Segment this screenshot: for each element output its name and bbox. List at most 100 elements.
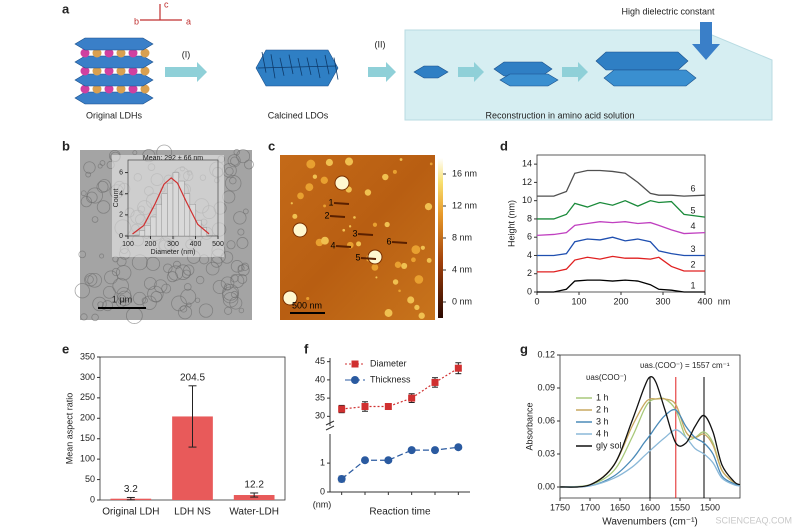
flake bbox=[282, 290, 298, 306]
marker bbox=[361, 456, 369, 465]
particle bbox=[163, 263, 173, 273]
ion bbox=[140, 84, 150, 94]
x-axis-label: Wavenumbers (cm⁻¹) bbox=[602, 517, 697, 528]
flake bbox=[411, 257, 416, 263]
particle bbox=[237, 264, 250, 277]
particle bbox=[237, 228, 245, 236]
particle bbox=[91, 216, 99, 223]
y-tick-label: 100 bbox=[80, 454, 95, 464]
y-tick-label: 350 bbox=[80, 351, 95, 361]
histogram-bar bbox=[161, 193, 168, 237]
particle bbox=[198, 303, 214, 318]
x-tick-label: 300 bbox=[655, 296, 670, 306]
ion bbox=[104, 48, 114, 58]
y-tick-label: 2 bbox=[527, 268, 532, 278]
flake-label: 2 bbox=[324, 210, 329, 220]
particle bbox=[195, 275, 205, 285]
ion bbox=[92, 84, 102, 94]
marker bbox=[408, 394, 416, 402]
flake bbox=[392, 169, 397, 174]
watermark: SCIENCEAQ.COM bbox=[715, 515, 792, 525]
particle bbox=[242, 208, 249, 215]
particle bbox=[102, 300, 114, 312]
flake bbox=[384, 221, 390, 228]
y-tick-label: 6 bbox=[527, 232, 532, 242]
axis-break bbox=[325, 425, 335, 431]
colorbar-label: 12 nm bbox=[452, 200, 477, 210]
ion bbox=[140, 48, 150, 58]
y-tick-label: 0 bbox=[90, 494, 95, 504]
crack bbox=[261, 51, 267, 73]
x-axis-label: nm bbox=[718, 296, 731, 306]
flake bbox=[290, 202, 293, 205]
ion bbox=[92, 66, 102, 76]
plate bbox=[413, 65, 449, 79]
line-label: 1 bbox=[690, 280, 695, 290]
process-arrow bbox=[165, 62, 207, 82]
y-tick-label: 0.06 bbox=[537, 415, 555, 425]
particle bbox=[240, 262, 250, 271]
annotation: Mean: 292 ± 66 nm bbox=[143, 155, 203, 162]
process-arrow bbox=[562, 62, 588, 82]
particle bbox=[104, 270, 118, 285]
flake bbox=[375, 276, 378, 279]
series-line bbox=[341, 446, 459, 480]
flake bbox=[348, 225, 352, 228]
particle bbox=[96, 200, 111, 214]
y-tick-label: 0.03 bbox=[537, 448, 555, 458]
histogram-bar bbox=[167, 182, 174, 237]
crack bbox=[257, 65, 337, 69]
particle bbox=[238, 307, 245, 314]
y-tick-label: 45 bbox=[315, 356, 325, 366]
particle bbox=[171, 295, 187, 312]
particle bbox=[78, 250, 87, 259]
profile-line bbox=[537, 169, 706, 197]
legend-label: 3 h bbox=[596, 416, 609, 426]
y-axis-label: (nm) bbox=[313, 499, 332, 509]
y-tick-label: 0 bbox=[119, 233, 123, 240]
flake-edge bbox=[360, 257, 377, 260]
ion bbox=[140, 66, 150, 76]
flake-label: 4 bbox=[330, 240, 335, 250]
particle bbox=[205, 261, 220, 276]
histogram-bar bbox=[150, 216, 157, 237]
ion bbox=[128, 48, 138, 58]
particle bbox=[111, 267, 121, 277]
flake bbox=[320, 176, 328, 184]
flake bbox=[306, 296, 310, 301]
flake bbox=[364, 189, 372, 196]
value-label: 3.2 bbox=[124, 484, 138, 495]
particle bbox=[180, 288, 197, 305]
x-tick-label: 100 bbox=[122, 241, 134, 248]
crack bbox=[315, 58, 321, 79]
y-tick-label: 4 bbox=[119, 191, 123, 198]
y-tick-label: 1 bbox=[320, 457, 325, 467]
flake bbox=[429, 162, 433, 166]
histogram-bar bbox=[189, 204, 196, 237]
y-tick-label: 14 bbox=[522, 159, 532, 169]
colorbar-label: 16 nm bbox=[452, 168, 477, 178]
panel-label: d bbox=[500, 138, 508, 153]
crack bbox=[306, 57, 312, 76]
spectrum bbox=[559, 376, 741, 488]
particle bbox=[237, 274, 248, 284]
flake bbox=[411, 245, 421, 255]
x-tick-label: 500 bbox=[212, 241, 224, 248]
colorbar-label: 0 nm bbox=[452, 296, 472, 306]
plate bbox=[499, 73, 559, 87]
flake bbox=[334, 175, 350, 191]
particle bbox=[96, 180, 109, 193]
flake bbox=[367, 249, 383, 265]
particle bbox=[220, 251, 234, 264]
annotation: υas.(COO⁻) = 1557 cm⁻¹ bbox=[640, 361, 730, 370]
flake-label: 3 bbox=[352, 228, 357, 238]
marker bbox=[361, 403, 369, 411]
particle bbox=[80, 190, 87, 197]
histogram-bar bbox=[178, 180, 185, 237]
particle bbox=[85, 171, 92, 178]
ion bbox=[116, 84, 126, 94]
y-tick-label: 0 bbox=[527, 286, 532, 296]
particle bbox=[222, 292, 239, 308]
profile-line bbox=[537, 255, 705, 273]
particle bbox=[226, 240, 236, 250]
